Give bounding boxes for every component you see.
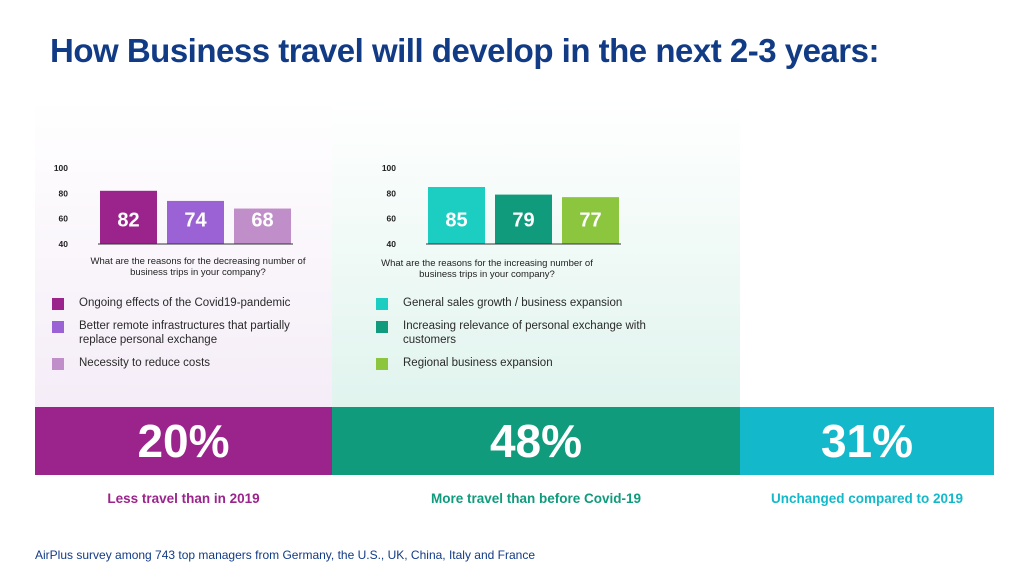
legend-label: Better remote infrastructures that parti… [79, 320, 290, 346]
bar [495, 194, 552, 244]
legend-swatch [52, 321, 64, 333]
legend-swatch [52, 298, 64, 310]
y-tick-label: 40 [59, 239, 69, 249]
unchanged-travel-percent: 31% [820, 415, 914, 467]
legend-item: Necessity to reduce costs [52, 356, 322, 370]
legend-swatch [376, 298, 388, 310]
less-travel-caption: Less travel than in 2019 [107, 491, 260, 506]
increase-panel-background [332, 100, 740, 408]
y-tick-label: 40 [387, 239, 397, 249]
legend-label: Regional business expansion [403, 357, 553, 369]
y-tick-label: 60 [387, 214, 397, 224]
increase-reasons-chart-svg: 100 80 60 40 85 79 77 [382, 163, 621, 249]
bar-value-label: 85 [445, 210, 467, 232]
more-travel-band: 48% [332, 407, 740, 475]
legend-item: Regional business expansion [376, 356, 646, 370]
less-travel-percent: 20% [137, 415, 230, 467]
increase-legend: General sales growth / business expansio… [376, 296, 646, 379]
increase-question: What are the reasons for the increasing … [381, 258, 593, 280]
bar-value-label: 74 [184, 210, 207, 232]
bar [234, 208, 291, 244]
bar [100, 190, 157, 244]
legend-swatch [376, 321, 388, 333]
legend-label: Necessity to reduce costs [79, 357, 211, 369]
bar [167, 200, 224, 244]
bar-value-label: 68 [251, 210, 273, 232]
unchanged-travel-caption: Unchanged compared to 2019 [770, 491, 964, 506]
legend-item: Better remote infrastructures that parti… [52, 319, 322, 347]
page-title: How Business travel will develop in the … [50, 32, 879, 69]
legend-swatch [376, 358, 388, 370]
bar-value-label: 79 [512, 210, 534, 232]
legend-label: Increasing relevance of personal exchang… [403, 320, 646, 346]
legend-item: Ongoing effects of the Covid19-pandemic [52, 296, 322, 310]
decrease-reasons-chart: 100 80 60 40 82 74 68 [40, 160, 320, 250]
decrease-panel-background [35, 100, 332, 408]
decrease-reasons-chart-svg: 100 80 60 40 82 74 68 [54, 163, 293, 249]
less-travel-band: 20% [35, 407, 332, 475]
y-tick-label: 60 [59, 214, 69, 224]
y-tick-label: 100 [54, 163, 68, 173]
more-travel-caption: More travel than before Covid-19 [430, 491, 642, 506]
source-footnote: AirPlus survey among 743 top managers fr… [35, 548, 535, 562]
y-tick-label: 80 [387, 188, 397, 198]
decrease-legend: Ongoing effects of the Covid19-pandemic … [52, 296, 322, 379]
bar [562, 197, 619, 244]
legend-swatch [52, 358, 64, 370]
y-tick-label: 100 [382, 163, 396, 173]
unchanged-travel-band: 31% [740, 407, 994, 475]
bar [428, 187, 485, 244]
legend-label: Ongoing effects of the Covid19-pandemic [79, 297, 291, 309]
legend-label: General sales growth / business expansio… [403, 297, 623, 309]
increase-reasons-chart: 100 80 60 40 85 79 77 [368, 160, 648, 250]
bar-value-label: 82 [117, 210, 139, 232]
more-travel-percent: 48% [489, 415, 583, 467]
decrease-question: What are the reasons for the decreasing … [90, 256, 306, 278]
legend-item: Increasing relevance of personal exchang… [376, 319, 646, 347]
y-tick-label: 80 [59, 188, 69, 198]
bar-value-label: 77 [579, 210, 601, 232]
legend-item: General sales growth / business expansio… [376, 296, 646, 310]
